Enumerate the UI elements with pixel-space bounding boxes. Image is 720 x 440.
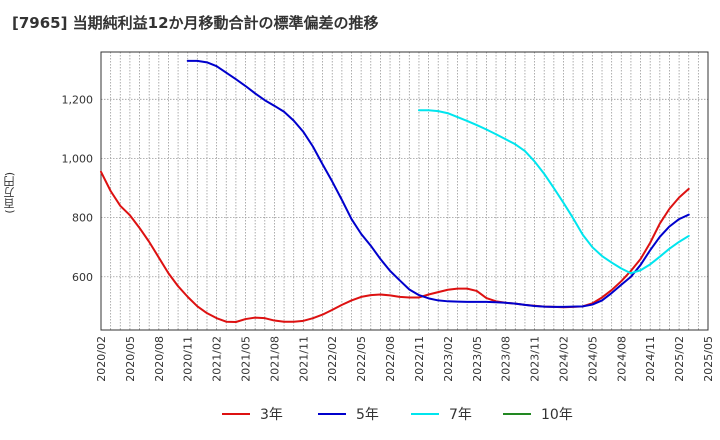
legend-swatch-10y bbox=[503, 413, 531, 415]
y-tick-labels: 600 800 1,000 1,200 bbox=[62, 93, 94, 283]
x-tick-label: 2021/02 bbox=[211, 336, 224, 382]
x-tick-label: 2023/11 bbox=[529, 336, 542, 382]
x-tick-label: 2025/02 bbox=[673, 336, 686, 382]
legend-label-5y: 5年 bbox=[356, 407, 379, 423]
x-tick-labels: 2020/02 2020/05 2020/08 2020/11 2021/02 2021/… bbox=[95, 336, 715, 382]
legend-item-3y: 3年 bbox=[222, 402, 283, 426]
x-tick-label: 2020/11 bbox=[182, 336, 195, 382]
legend-item-10y: 10年 bbox=[503, 402, 573, 426]
x-tick-label: 2024/02 bbox=[557, 336, 570, 382]
y-tick-label: 1,200 bbox=[62, 93, 94, 106]
x-tick-label: 2025/05 bbox=[702, 336, 715, 382]
series-layer bbox=[100, 59, 690, 324]
series-line-5年 bbox=[186, 59, 690, 308]
series-line-7年 bbox=[417, 109, 690, 275]
y-tick-label: 800 bbox=[72, 212, 93, 225]
x-tick-label: 2021/05 bbox=[240, 336, 253, 382]
x-tick-label: 2024/08 bbox=[615, 336, 628, 382]
legend-label-3y: 3年 bbox=[260, 407, 283, 423]
y-tick-label: 600 bbox=[72, 271, 93, 284]
x-tick-label: 2021/11 bbox=[297, 336, 310, 382]
legend-item-7y: 7年 bbox=[411, 402, 472, 426]
x-tick-label: 2022/08 bbox=[384, 336, 397, 382]
legend-swatch-7y bbox=[411, 413, 439, 415]
x-tick-label: 2024/11 bbox=[644, 336, 657, 382]
x-tick-label: 2020/05 bbox=[124, 336, 137, 382]
y-gridlines bbox=[101, 98, 708, 278]
x-tick-label: 2022/02 bbox=[326, 336, 339, 382]
plot-frame bbox=[100, 51, 709, 331]
legend-swatch-5y bbox=[318, 413, 346, 415]
legend-label-7y: 7年 bbox=[449, 407, 472, 423]
x-tick-label: 2021/08 bbox=[268, 336, 281, 382]
x-tick-label: 2024/05 bbox=[586, 336, 599, 382]
x-tick-label: 2022/11 bbox=[413, 336, 426, 382]
x-tick-label: 2023/02 bbox=[442, 336, 455, 382]
x-tick-label: 2020/08 bbox=[153, 336, 166, 382]
legend-item-5y: 5年 bbox=[318, 402, 379, 426]
legend-swatch-3y bbox=[222, 413, 250, 415]
x-tick-label: 2022/05 bbox=[355, 336, 368, 382]
legend-label-10y: 10年 bbox=[541, 407, 573, 423]
x-tick-label: 2020/02 bbox=[95, 336, 108, 382]
y-tick-label: 1,000 bbox=[62, 152, 94, 165]
x-tick-label: 2023/08 bbox=[500, 336, 513, 382]
x-tick-label: 2023/05 bbox=[471, 336, 484, 382]
chart-title: [7965] 当期純利益12か月移動合計の標準偏差の推移 bbox=[12, 14, 379, 32]
legend: 3年 5年 7年 10年 bbox=[0, 402, 720, 426]
